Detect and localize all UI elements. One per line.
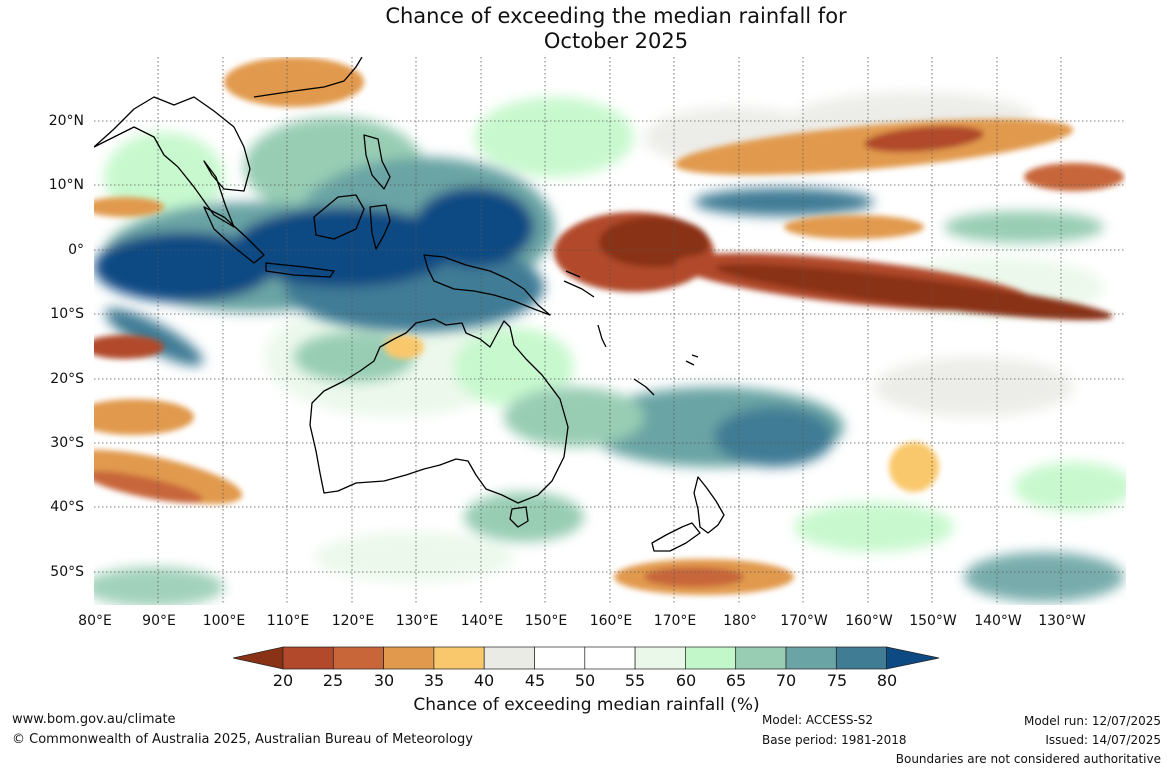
colorbar-swatches: [232, 646, 940, 670]
x-tick: 100°E: [202, 613, 246, 629]
tasmania-coastline: [509, 506, 529, 528]
copyright-text: © Commonwealth of Australia 2025, Austra…: [12, 732, 473, 747]
x-tick: 180°: [723, 613, 757, 629]
colorbar-tick: 25: [322, 671, 344, 690]
colorbar-swatch: [483, 646, 535, 670]
colorbar-swatch: [383, 646, 435, 670]
colorbar-swatch: [835, 646, 887, 670]
x-tick: 110°E: [266, 613, 310, 629]
x-tick: 140°W: [974, 613, 1022, 629]
philippines-coastline: [363, 134, 391, 190]
sulawesi-coastline: [369, 204, 391, 250]
colorbar-swatch: [584, 646, 636, 670]
x-tick: 150°E: [524, 613, 568, 629]
x-tick: 140°E: [460, 613, 504, 629]
graticule: [94, 57, 1126, 605]
title-line-2: October 2025: [543, 29, 689, 53]
y-tick: 20°N: [48, 113, 84, 129]
colorbar-swatch: [634, 646, 686, 670]
x-tick: 170°W: [780, 613, 828, 629]
colorbar-swatch: [685, 646, 737, 670]
fiji-islands: [685, 354, 699, 366]
colorbar-label: Chance of exceeding median rainfall (%): [413, 695, 760, 715]
colorbar-swatch: [735, 646, 787, 670]
colorbar-swatch: [886, 646, 940, 670]
x-tick: 130°W: [1038, 613, 1086, 629]
colorbar-tick: 75: [826, 671, 848, 690]
x-tick: 170°E: [653, 613, 697, 629]
colorbar-tick: 40: [473, 671, 495, 690]
website-link[interactable]: www.bom.gov.au/climate: [12, 712, 176, 727]
colorbar-tick: 55: [624, 671, 646, 690]
x-tick: 130°E: [395, 613, 439, 629]
colorbar-tick: 60: [675, 671, 697, 690]
y-tick: 0°: [68, 242, 84, 258]
field-dry: [94, 57, 1124, 595]
model-run-text: Model run: 12/07/2025: [1023, 714, 1161, 728]
colorbar-swatch: [282, 646, 334, 670]
x-tick: 80°E: [78, 613, 112, 629]
map-title: Chance of exceeding the median rainfall …: [0, 4, 1173, 54]
x-tick: 120°E: [331, 613, 375, 629]
y-tick: 30°S: [50, 435, 84, 451]
base-period-text: Base period: 1981-2018: [762, 733, 907, 747]
colorbar-tick: 30: [373, 671, 395, 690]
y-tick: 10°S: [50, 306, 84, 322]
y-tick: 50°S: [50, 564, 84, 580]
new-guinea-coastline: [423, 254, 551, 316]
new-caledonia: [633, 378, 655, 396]
colorbar: [232, 646, 941, 674]
y-tick: 10°N: [48, 177, 84, 193]
south-island-nz: [651, 522, 701, 552]
map-panel: [94, 57, 1126, 605]
y-tick: 20°S: [50, 371, 84, 387]
title-line-1: Chance of exceeding the median rainfall …: [385, 4, 847, 28]
mainland-asia-coastline: [94, 96, 251, 228]
australia-coastline: [309, 318, 569, 504]
field-wet: [94, 117, 1104, 542]
x-tick: 160°W: [845, 613, 893, 629]
colorbar-tick: 70: [775, 671, 797, 690]
colorbar-tick: 35: [423, 671, 445, 690]
vanuatu-islands: [597, 324, 607, 348]
sumatra-coastline: [203, 206, 265, 264]
model-text: Model: ACCESS-S2: [762, 713, 874, 727]
colorbar-tick: 65: [725, 671, 747, 690]
colorbar-tick: 80: [876, 671, 898, 690]
colorbar-swatch: [534, 646, 586, 670]
java-coastline: [265, 262, 335, 278]
y-tick: 40°S: [50, 499, 84, 515]
x-tick: 160°E: [589, 613, 633, 629]
solomon-islands: [563, 270, 595, 298]
colorbar-tick: 45: [524, 671, 546, 690]
colorbar-swatch: [332, 646, 384, 670]
x-tick: 150°W: [909, 613, 957, 629]
borneo-coastline: [313, 194, 365, 240]
south-china-coast: [253, 57, 363, 98]
x-tick: 90°E: [142, 613, 176, 629]
colorbar-swatch: [433, 646, 485, 670]
issued-text: Issued: 14/07/2025: [1045, 733, 1161, 747]
north-island-nz: [693, 476, 725, 534]
colorbar-swatch: [785, 646, 837, 670]
colorbar-tick: 50: [574, 671, 596, 690]
coastlines: [94, 57, 725, 552]
colorbar-swatch: [232, 646, 284, 670]
rainfall-probability-map: [94, 57, 1126, 605]
colorbar-tick: 20: [272, 671, 294, 690]
disclaimer-text: Boundaries are not considered authoritat…: [895, 752, 1161, 766]
